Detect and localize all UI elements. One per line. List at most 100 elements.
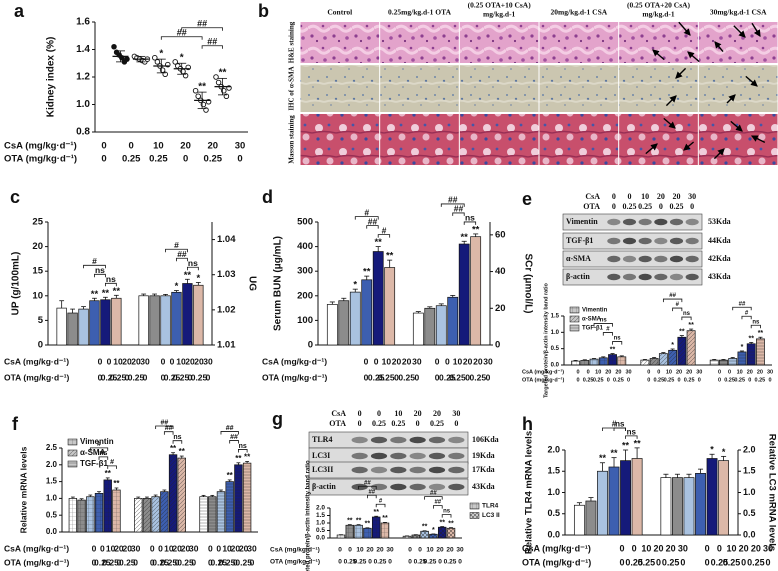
bracket bbox=[187, 266, 199, 271]
band bbox=[685, 237, 699, 245]
bracket bbox=[94, 273, 106, 278]
bar-hatch bbox=[77, 500, 86, 532]
row-value: 10 bbox=[453, 356, 463, 366]
bracket-label: ## bbox=[177, 28, 187, 38]
bar-hatch bbox=[429, 534, 438, 538]
bracket bbox=[440, 203, 465, 207]
row-value: 20 bbox=[739, 543, 749, 553]
y-axis-label: Kidney index (%) bbox=[46, 37, 57, 118]
bar-hatch bbox=[354, 525, 363, 538]
row-value: 20 bbox=[436, 547, 444, 554]
bracket-label: ns bbox=[106, 274, 116, 284]
y-tick-label: 1.0 bbox=[316, 520, 325, 527]
significance: ** bbox=[374, 237, 382, 248]
bar bbox=[361, 279, 373, 346]
y2-tick-label: 40 bbox=[495, 266, 506, 277]
significance: ** bbox=[373, 509, 379, 516]
significance: * bbox=[722, 447, 726, 457]
y-tick-label: 400 bbox=[297, 241, 313, 252]
row-value: 0.25 bbox=[755, 377, 766, 383]
band bbox=[370, 452, 388, 460]
row-value: 10 bbox=[426, 547, 434, 554]
row-value: 0.25 bbox=[149, 154, 168, 165]
bracket-label: ns bbox=[752, 319, 760, 325]
row-value: 0 bbox=[486, 372, 491, 382]
row-value: 20 bbox=[172, 543, 182, 553]
row-value: 0 bbox=[717, 543, 722, 553]
bracket bbox=[107, 465, 117, 469]
bracket-label: ns bbox=[615, 420, 625, 429]
bracket bbox=[163, 431, 174, 435]
significance: ** bbox=[679, 328, 685, 335]
row-value: 0 bbox=[250, 557, 255, 567]
legend-label: α-SMA bbox=[582, 317, 602, 323]
row-value: 20 bbox=[392, 356, 402, 366]
significance: ** bbox=[758, 330, 764, 337]
row-value: 0.25 bbox=[128, 372, 145, 382]
y-tick-label: 20 bbox=[32, 241, 43, 252]
bar bbox=[67, 312, 78, 346]
bar bbox=[149, 295, 160, 346]
bar-hatch bbox=[659, 353, 668, 365]
bar-hatch bbox=[363, 528, 372, 538]
row-value: 0.25 bbox=[638, 557, 656, 567]
y-axis-label: Relative TLR4 mRNA levels bbox=[524, 431, 535, 554]
bar bbox=[718, 460, 730, 536]
y-tick-label: 0 bbox=[38, 340, 43, 351]
y-tick-label: 0 bbox=[308, 340, 313, 351]
y-tick-label: 0.5 bbox=[46, 510, 58, 519]
blot-header-value: 0.25 bbox=[430, 419, 444, 428]
row-value: 0 bbox=[233, 557, 238, 567]
band bbox=[351, 452, 368, 460]
row-value: 0.25 bbox=[368, 372, 385, 382]
row-value: 0 bbox=[458, 559, 462, 566]
row-value: 0 bbox=[680, 557, 685, 567]
row-value: 0 bbox=[364, 356, 369, 366]
row-value: 0 bbox=[191, 557, 196, 567]
significance: ** bbox=[113, 479, 120, 488]
significance: * bbox=[432, 527, 435, 534]
significance: * bbox=[710, 445, 714, 455]
panel-label: g bbox=[272, 409, 283, 429]
row-label: OTA (mg/kg·d⁻¹) bbox=[4, 557, 70, 567]
arrow bbox=[652, 49, 665, 61]
bar-hatch bbox=[112, 490, 121, 532]
row-value: 0 bbox=[338, 559, 342, 566]
row-value: 0 bbox=[765, 557, 770, 567]
bar bbox=[447, 296, 459, 346]
row-value: 10 bbox=[164, 543, 174, 553]
row-label: Masson staining bbox=[288, 115, 296, 164]
row-value: 0.25 bbox=[662, 557, 680, 567]
micrograph bbox=[459, 114, 539, 165]
y-tick-label: 1.4 bbox=[76, 44, 90, 55]
significance: ** bbox=[448, 520, 454, 527]
row-value: 30 bbox=[763, 543, 773, 553]
y-tick-label: 25 bbox=[32, 217, 43, 228]
row-value: 20 bbox=[194, 356, 204, 366]
row-value: 30 bbox=[203, 356, 213, 366]
significance: ** bbox=[748, 335, 754, 342]
y-tick-label: 500 bbox=[297, 217, 313, 228]
row-value: 0 bbox=[408, 559, 412, 566]
y2-tick-label: 1.5 bbox=[743, 466, 756, 476]
bracket bbox=[98, 456, 109, 460]
band bbox=[448, 452, 465, 460]
y-tick-label: 0.0 bbox=[547, 529, 560, 539]
row-value: 0 bbox=[718, 377, 721, 383]
bracket-label: ns bbox=[443, 509, 451, 515]
row-value: 0.25 bbox=[94, 557, 111, 567]
row-value: 10 bbox=[666, 369, 672, 375]
row-label: OTA (mg/kg·d⁻¹) bbox=[270, 559, 320, 566]
panel-label: e bbox=[522, 189, 532, 209]
bracket-label: ns bbox=[99, 450, 107, 457]
column-header: 20mg/kg.d-1 CSA bbox=[550, 8, 607, 17]
legend-swatch-hatch bbox=[68, 439, 77, 445]
row-value: 0.25 bbox=[747, 557, 765, 567]
band bbox=[654, 218, 668, 226]
band bbox=[409, 466, 426, 474]
row-value: 0 bbox=[92, 543, 97, 553]
row-value: 0 bbox=[98, 372, 103, 382]
bracket-label: # bbox=[174, 240, 179, 250]
y2-tick-label: 1.0 bbox=[743, 487, 756, 497]
row-value: 0 bbox=[188, 372, 193, 382]
